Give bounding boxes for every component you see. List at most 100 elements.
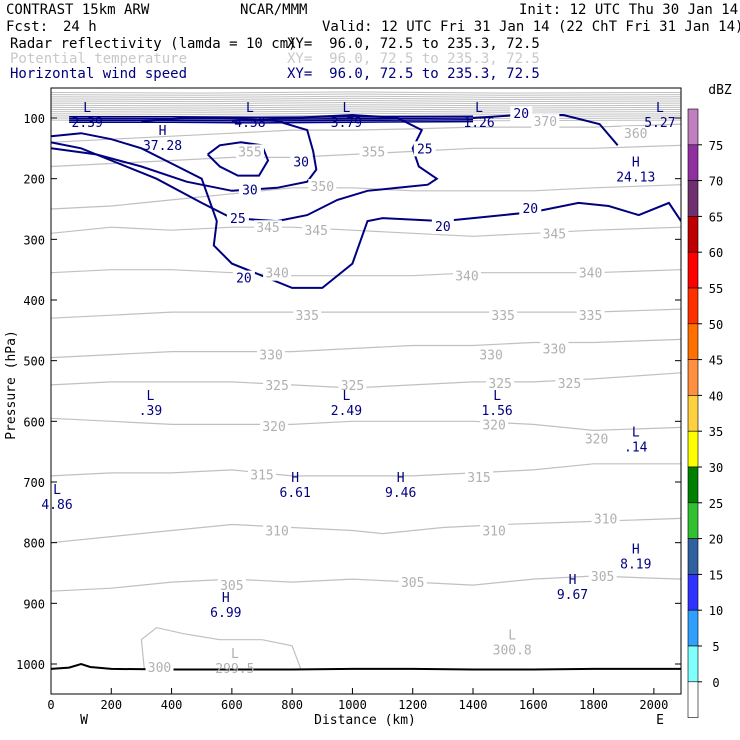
theta-label-bg [540,341,569,357]
extrema-labels: L2.39L4.58L3.79L1.26L5.27H37.28H24.13L.3… [41,101,675,677]
wind-label-bg [431,218,454,234]
theta-label-bg [555,376,584,392]
extremum-value: 3.79 [331,116,362,131]
colorbar-swatch [687,681,699,718]
high-marker: H [569,573,577,588]
high-marker: H [291,471,299,486]
x-tick-label: 2000 [639,698,668,712]
theta-label: 335 [579,309,602,324]
wind-label: 20 [513,107,529,122]
theta-label-bg [480,523,509,539]
theta-contour-305 [51,575,681,592]
wind-contour-20 [472,114,619,146]
theta-label: 310 [482,525,505,540]
theta-label: 335 [491,309,514,324]
theta-contour-310 [51,517,681,544]
theta-label-bg [489,308,518,324]
colorbar-level-label: 60 [709,246,723,260]
y-tick-label: 900 [23,597,45,611]
y-axis-title: Pressure (hPa) [4,330,19,440]
wind-label: 20 [435,220,451,235]
low-marker: L [342,101,350,116]
high-marker: H [397,471,405,486]
extremum-value: 2.49 [331,404,362,419]
theta-label: 310 [594,512,617,527]
wind-label-bg [290,154,313,170]
extremum-value: 299.5 [215,662,254,677]
colorbar-swatch [687,251,699,289]
colorbar-swatch [687,502,699,539]
theta-band-line [51,101,681,105]
theta-band-line [51,106,681,109]
theta-band-line [51,97,681,101]
theta-label-bg [263,523,292,539]
theta-label-bg [398,575,427,591]
colorbar-swatch [687,108,699,146]
theta-label-bg [263,265,292,281]
wind-label-bg [519,200,542,216]
x-tick-label: 0 [47,698,54,712]
wind-label: 30 [293,156,309,171]
wind-core-line [69,120,474,124]
wind-label-bg [510,106,533,122]
extremum-value: 9.67 [557,588,588,603]
fcst-label: Fcst: [6,19,49,35]
colorbar-level-label: 25 [709,497,723,511]
low-marker: L [231,647,239,662]
extremum-value: 8.19 [620,558,651,573]
valid-time: Valid: 12 UTC Fri 31 Jan 14 (22 ChT Fri … [322,19,740,35]
theta-label: 350 [311,180,334,195]
surface-line [51,662,681,671]
theta-label: 325 [341,379,364,394]
colorbar-swatch [687,144,699,181]
high-marker: H [632,543,640,558]
colorbar-swatch [687,645,699,683]
theta-label: 310 [265,525,288,540]
theta-label: 300 [148,661,171,676]
theta-label-bg [621,126,650,142]
low-marker: L [493,389,501,404]
low-marker: L [508,629,516,644]
theta-band-line [51,112,681,115]
theta-label: 320 [482,418,505,433]
model-title: CONTRAST 15km ARW [6,2,150,18]
wind-core-line [69,117,474,120]
extremum-value: 1.26 [463,116,494,131]
extremum-value: 1.56 [481,404,512,419]
y-tick-label: 600 [23,415,45,429]
theta-contour-345 [51,226,681,237]
theta-label-bg [480,417,509,433]
theta-label: 320 [262,420,285,435]
y-tick-label: 1000 [16,658,45,672]
theta-label: 340 [579,267,602,282]
wind-contour-30 [206,141,270,177]
colorbar-swatch [687,323,699,360]
theta-band-line [51,104,681,107]
wind-label-bg [226,211,249,227]
theta-band-line [51,93,681,96]
x-end-label-west: W [80,713,88,728]
colorbar-swatch [687,287,699,325]
wind-core-line [69,119,474,122]
x-tick-label: 1600 [519,698,548,712]
colorbar-level-label: 40 [709,389,723,403]
colorbar-level-label: 10 [709,604,723,618]
low-marker: L [342,389,350,404]
x-tick-label: 1200 [398,698,427,712]
theta-label: 345 [256,221,279,236]
colorbar-level-label: 50 [709,318,723,332]
extremum-value: 300.8 [493,644,532,659]
field-name-theta: Potential temperature [10,51,188,67]
theta-label: 325 [488,377,511,392]
theta-label: 330 [259,349,282,364]
colorbar-level-label: 30 [709,461,723,475]
y-tick-label: 800 [23,537,45,551]
wind-label: 25 [417,142,433,157]
low-marker: L [53,483,61,498]
extremum-value: 6.99 [210,606,241,621]
low-marker: L [656,101,664,116]
y-tick-label: 700 [23,476,45,490]
high-marker: H [632,156,640,171]
theta-label-bg [217,578,246,594]
x-end-label-east: E [656,713,664,728]
